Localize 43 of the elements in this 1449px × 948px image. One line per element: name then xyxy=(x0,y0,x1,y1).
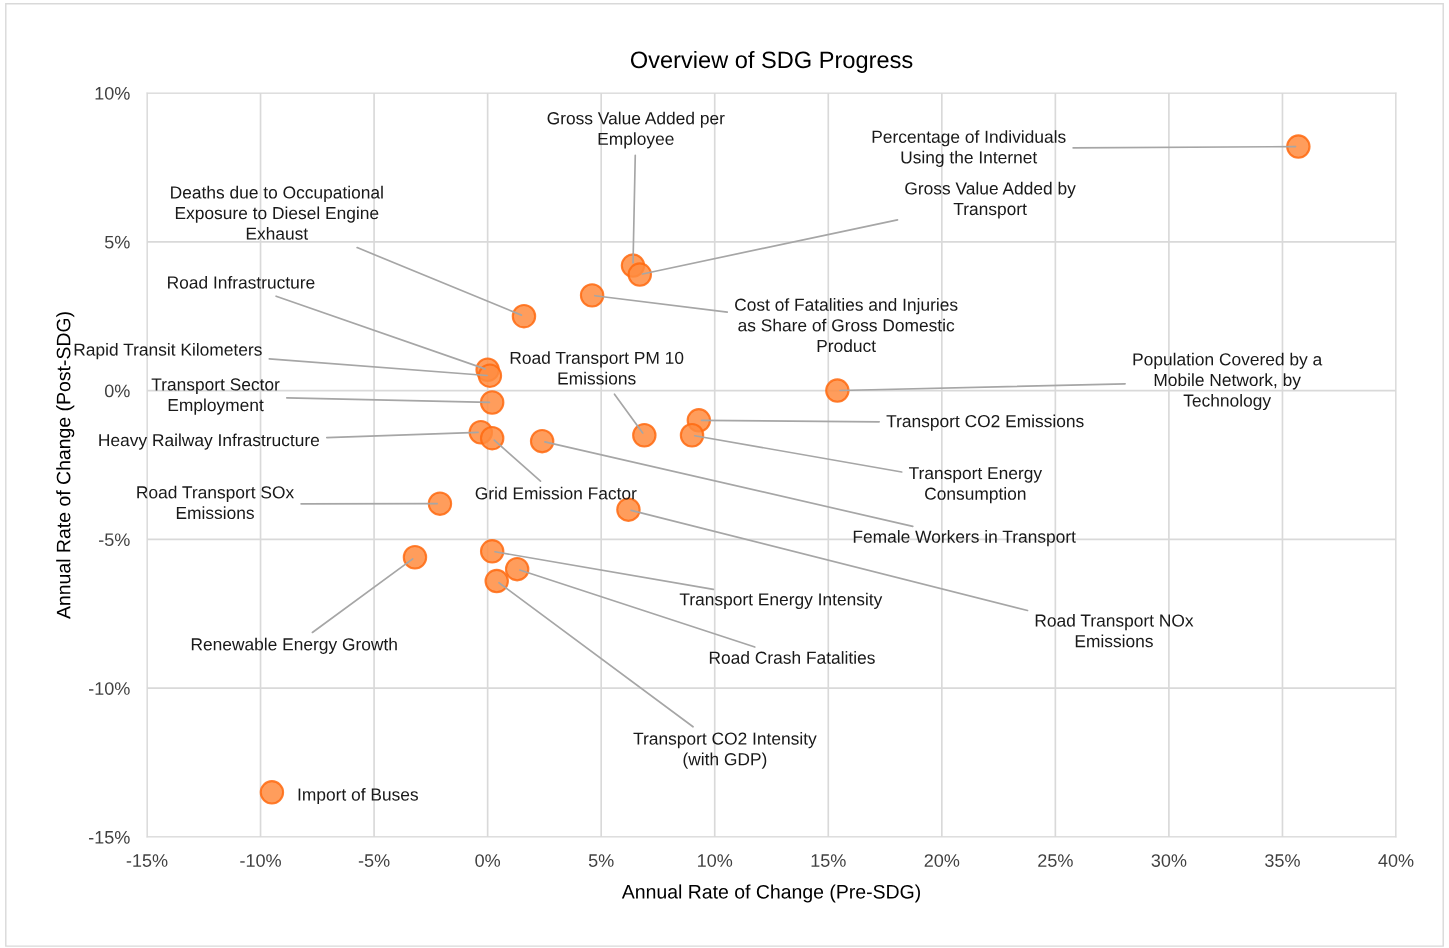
annotation: Population Covered by a Mobile Network, by Technology xyxy=(1133,352,1323,411)
annotation: Transport Energy Intensity xyxy=(679,592,883,609)
y-tick-label: 10% xyxy=(95,86,130,100)
x-tick-label: 35% xyxy=(1265,854,1300,867)
annotation: Transport Sector Employment xyxy=(151,378,280,415)
annotation: Percentage of Individuals Using the Internet xyxy=(872,130,1066,167)
annotation: Import of Buses xyxy=(298,787,418,805)
y-tick-label: -5% xyxy=(99,533,130,547)
annotation: Road Transport NOx Emissions xyxy=(1035,613,1194,648)
annotation: Heavy Railway Infrastructure xyxy=(99,433,320,450)
annotation: Cost of Fatalities and Injuries as Share of Gross Domestic Product xyxy=(735,298,958,353)
annotation: Rapid Transit Kilometers xyxy=(74,343,262,360)
annotation: Renewable Energy Growth xyxy=(191,637,397,654)
annotation: Road Transport PM 10 Emissions xyxy=(510,351,684,385)
y-axis-title: Annual Rate of Change (Post-SDG) xyxy=(56,312,75,619)
x-tick-label: -5% xyxy=(358,854,390,867)
x-tick-label: -10% xyxy=(240,854,281,867)
x-tick-label: 25% xyxy=(1038,854,1073,867)
x-tick-label: 10% xyxy=(698,854,733,867)
annotation: Transport CO2 Intensity (with GDP) xyxy=(633,732,817,769)
x-tick-label: 5% xyxy=(588,854,614,867)
y-tick-label: 0% xyxy=(104,384,130,398)
x-tick-label: 30% xyxy=(1151,854,1187,867)
annotation: Transport CO2 Emissions xyxy=(886,414,1084,431)
x-tick-label: 0% xyxy=(475,854,501,867)
annotation: Female Workers in Transport xyxy=(853,530,1076,547)
annotation: Gross Value Added by Transport xyxy=(905,181,1076,219)
annotation: Transport Energy Consumption xyxy=(908,467,1043,504)
annotation: Road Transport SOx Emissions xyxy=(137,485,294,520)
annotation: Road Crash Fatalities xyxy=(709,651,875,664)
x-tick-label: 40% xyxy=(1378,854,1414,867)
x-tick-label: 15% xyxy=(811,854,846,867)
chart-title: Overview of SDG Progress xyxy=(630,50,913,73)
y-tick-label: -15% xyxy=(88,831,130,844)
annotation: Gross Value Added per Employee xyxy=(547,111,725,149)
x-tick-label: 20% xyxy=(924,854,960,867)
y-tick-label: -10% xyxy=(88,682,130,695)
x-axis-title: Annual Rate of Change (Pre-SDG) xyxy=(621,884,920,903)
annotation: Road Infrastructure xyxy=(168,275,315,289)
y-tick-label: 5% xyxy=(104,235,130,249)
x-tick-label: -15% xyxy=(126,854,168,867)
annotation: Grid Emission Factor xyxy=(475,486,637,500)
annotation: Deaths due to Occupational Exposure to Diesel Engine Exhaust xyxy=(171,185,383,240)
